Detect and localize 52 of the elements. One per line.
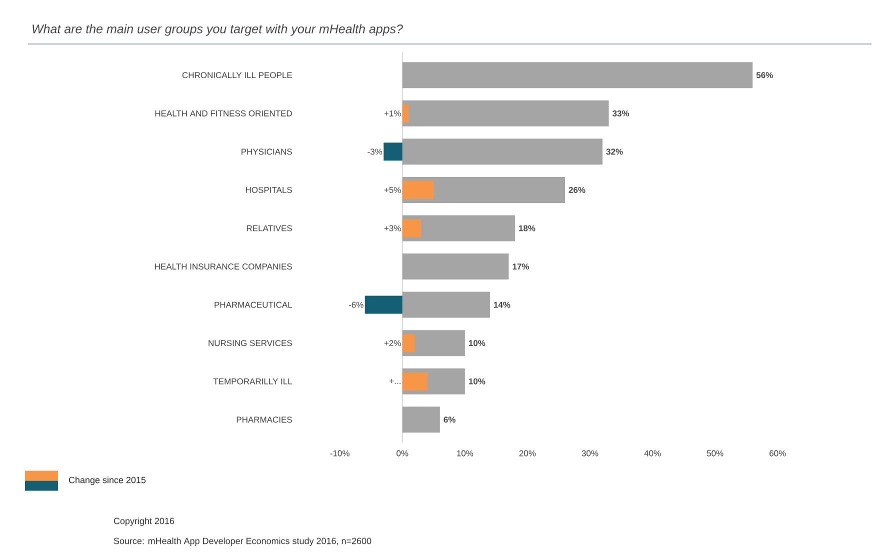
data-label: -3% [368, 148, 382, 155]
x-tick-label: 20% [519, 450, 536, 456]
data-label: +5% [384, 187, 401, 194]
bar [402, 406, 440, 433]
data-label: +... [390, 379, 400, 384]
x-tick-label: 60% [770, 450, 786, 456]
x-tick-label: 0% [396, 450, 408, 456]
bar [402, 138, 603, 165]
data-label: 10% [468, 378, 486, 384]
bar [402, 219, 422, 238]
x-tick-label: 40% [644, 450, 661, 456]
data-label: -6% [348, 302, 364, 308]
y-tick-label: TEMPORARILLY ILL [213, 378, 292, 384]
source-note: Source: mHealth App Developer Economics study 2016, n=2600 [114, 538, 372, 546]
text: What are the main user groups you target with your mHealth apps? [32, 24, 403, 36]
x-tick-label: -10% [330, 450, 350, 456]
data-label: 6% [444, 416, 456, 423]
text: Copyright 2016 [114, 518, 174, 526]
bar [402, 254, 509, 280]
y-tick-label: RELATIVES [246, 225, 292, 232]
bar [402, 372, 428, 390]
data-label: 17% [512, 264, 530, 270]
y-tick-label: HEALTH INSURANCE COMPANIES [155, 264, 292, 270]
data-label: +3% [384, 225, 401, 232]
data-label: 14% [494, 302, 510, 308]
data-label: +2% [384, 340, 401, 346]
y-tick-label: HEALTH AND FITNESS ORIENTED [155, 110, 292, 117]
data-label: 26% [568, 187, 586, 194]
data-label: 32% [606, 148, 623, 155]
legend-label: Change since 2015 [68, 476, 146, 486]
bar [402, 181, 434, 200]
x-tick-label: 10% [457, 450, 474, 456]
bar [402, 104, 409, 123]
data-label: 18% [519, 225, 536, 232]
data-label: 56% [756, 72, 773, 78]
bar [384, 142, 402, 161]
x-tick-label: 50% [706, 450, 724, 456]
y-tick-label: NURSING SERVICES [208, 340, 292, 346]
y-tick-label: PHARMACEUTICAL [214, 302, 292, 308]
y-tick-label: PHARMACIES [236, 416, 292, 423]
data-label: 33% [612, 110, 630, 117]
x-tick-label: 30% [582, 450, 598, 456]
data-label: 10% [468, 340, 486, 346]
bar [402, 292, 490, 318]
y-tick-label: CHRONICALLY ILL PEOPLE [182, 72, 292, 78]
bar [402, 62, 753, 88]
data-label: +1% [384, 110, 401, 116]
bar [364, 296, 402, 314]
bar [402, 100, 609, 127]
bar [402, 334, 415, 352]
y-tick-label: PHYSICIANS [242, 148, 292, 155]
y-tick-label: HOSPITALS [246, 187, 292, 194]
